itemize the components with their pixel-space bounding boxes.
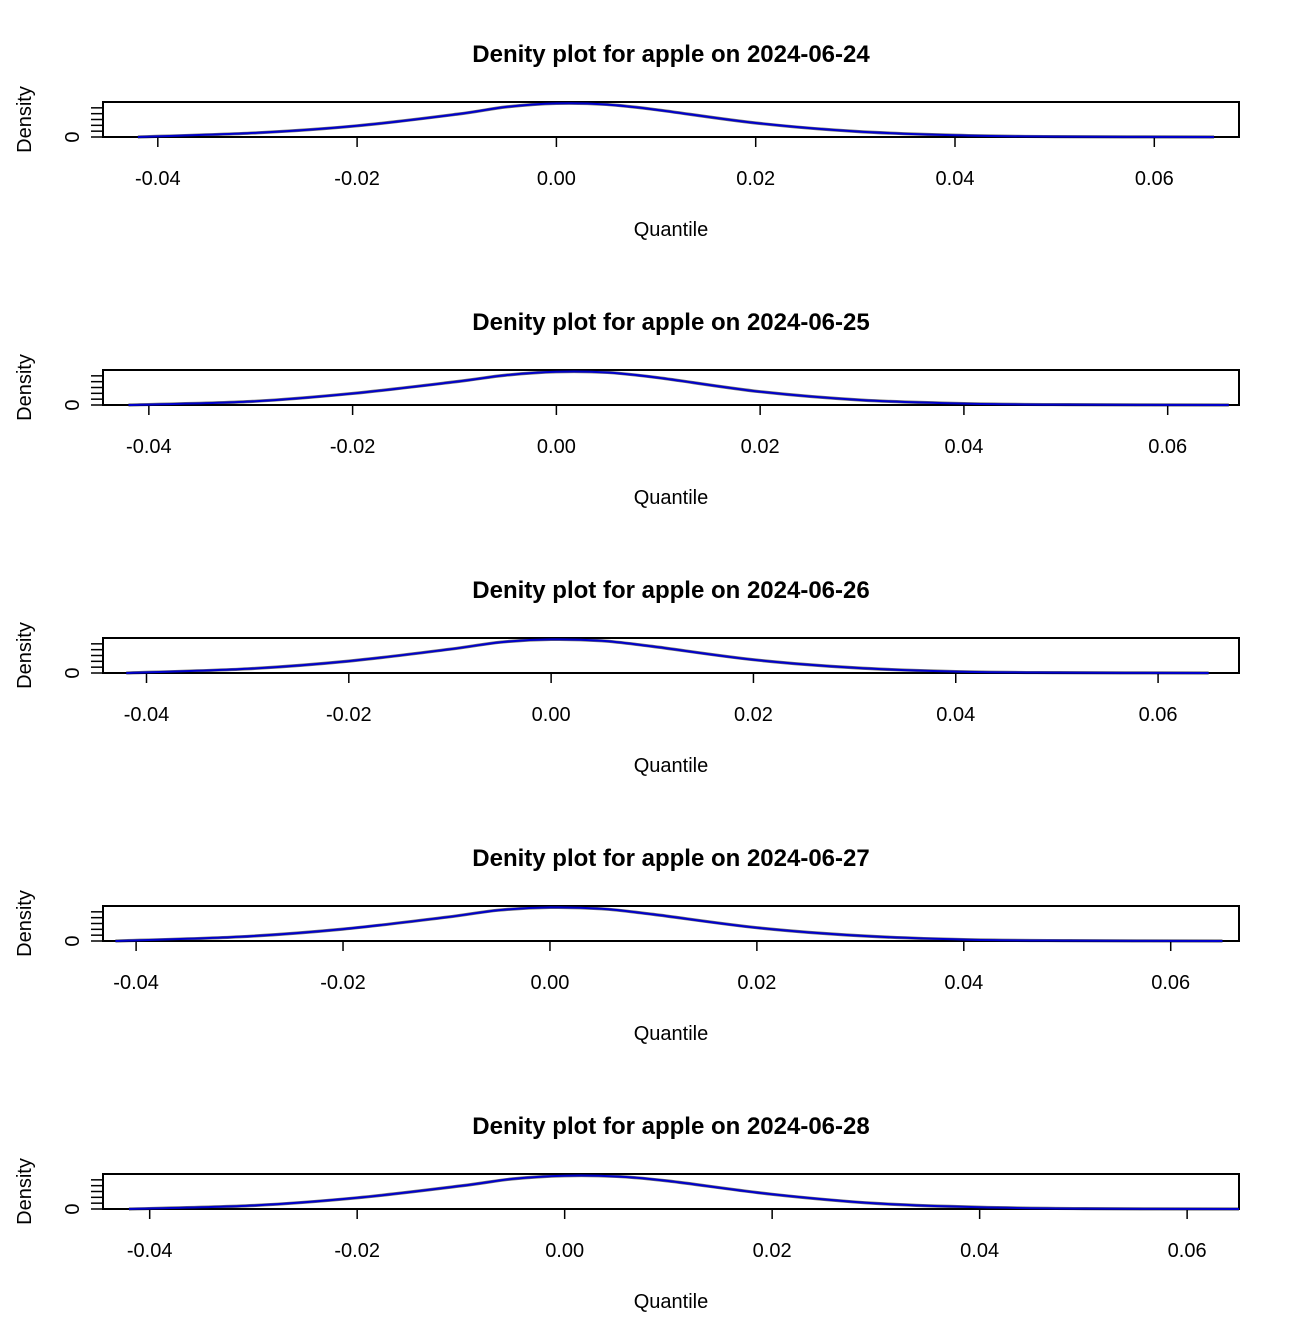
- x-tick-label: 0.06: [1151, 972, 1190, 994]
- x-tick-label: -0.04: [113, 972, 159, 994]
- x-tick-label: -0.02: [330, 436, 376, 458]
- y-axis-label: Density: [14, 86, 36, 153]
- x-tick-label: 0.06: [1148, 436, 1187, 458]
- x-axis-label: Quantile: [634, 1291, 709, 1313]
- x-tick-label: -0.02: [334, 1240, 380, 1262]
- density-curve-shadow: [137, 101, 1215, 139]
- x-tick-label: 0.04: [944, 972, 983, 994]
- density-panel: Denity plot for apple on 2024-06-25 -0.04…: [14, 309, 1240, 509]
- x-axis-label: Quantile: [634, 755, 709, 777]
- x-tick-label: 0.06: [1135, 168, 1174, 190]
- x-axis-label: Quantile: [634, 1023, 709, 1045]
- x-tick-label: -0.04: [124, 704, 170, 726]
- density-curve-shadow: [126, 637, 1209, 675]
- x-tick-label: 0.00: [530, 972, 569, 994]
- x-tick-label: 0.04: [936, 168, 975, 190]
- y-tick-label: 0: [62, 1203, 84, 1214]
- x-tick-label: -0.04: [135, 168, 181, 190]
- density-panel: Denity plot for apple on 2024-06-24 -0.04…: [14, 41, 1240, 241]
- x-tick-label: 0.02: [753, 1240, 792, 1262]
- panel-title: Denity plot for apple on 2024-06-24: [472, 41, 870, 68]
- density-curve: [128, 1174, 1240, 1210]
- x-axis-label: Quantile: [634, 487, 709, 509]
- density-curve: [128, 370, 1229, 406]
- x-tick-label: -0.04: [126, 436, 172, 458]
- x-axis-label: Quantile: [634, 219, 709, 241]
- x-tick-label: -0.04: [127, 1240, 173, 1262]
- density-curve-shadow: [128, 1173, 1240, 1211]
- density-curve: [137, 102, 1215, 138]
- density-curve: [126, 638, 1209, 674]
- x-tick-label: -0.02: [334, 168, 380, 190]
- x-tick-label: 0.04: [944, 436, 983, 458]
- x-tick-label: 0.06: [1139, 704, 1178, 726]
- panel-title: Denity plot for apple on 2024-06-26: [472, 577, 869, 604]
- density-curve: [115, 906, 1223, 942]
- y-axis-label: Density: [14, 1158, 36, 1225]
- panel-title: Denity plot for apple on 2024-06-27: [472, 845, 869, 872]
- x-tick-label: 0.02: [736, 168, 775, 190]
- x-tick-label: -0.02: [326, 704, 372, 726]
- y-axis-label: Density: [14, 890, 36, 957]
- x-tick-label: -0.02: [320, 972, 366, 994]
- y-axis-label: Density: [14, 354, 36, 421]
- density-curve-shadow: [115, 905, 1223, 943]
- density-panel: Denity plot for apple on 2024-06-28 -0.04…: [14, 1113, 1240, 1313]
- panel-title: Denity plot for apple on 2024-06-25: [472, 309, 869, 336]
- y-tick-label: 0: [62, 399, 84, 410]
- y-tick-label: 0: [62, 935, 84, 946]
- density-panel: Denity plot for apple on 2024-06-27 -0.04…: [14, 845, 1240, 1045]
- panel-title: Denity plot for apple on 2024-06-28: [472, 1113, 869, 1140]
- density-curve-shadow: [128, 369, 1229, 407]
- x-tick-label: 0.00: [537, 436, 576, 458]
- y-axis-label: Density: [14, 622, 36, 689]
- x-tick-label: 0.02: [737, 972, 776, 994]
- x-tick-label: 0.00: [537, 168, 576, 190]
- x-tick-label: 0.02: [734, 704, 773, 726]
- x-tick-label: 0.04: [936, 704, 975, 726]
- x-tick-label: 0.06: [1168, 1240, 1207, 1262]
- y-tick-label: 0: [62, 131, 84, 142]
- x-tick-label: 0.04: [960, 1240, 999, 1262]
- density-panel: Denity plot for apple on 2024-06-26 -0.04…: [14, 577, 1240, 777]
- x-tick-label: 0.00: [532, 704, 571, 726]
- x-tick-label: 0.00: [545, 1240, 584, 1262]
- y-tick-label: 0: [62, 667, 84, 678]
- x-tick-label: 0.02: [741, 436, 780, 458]
